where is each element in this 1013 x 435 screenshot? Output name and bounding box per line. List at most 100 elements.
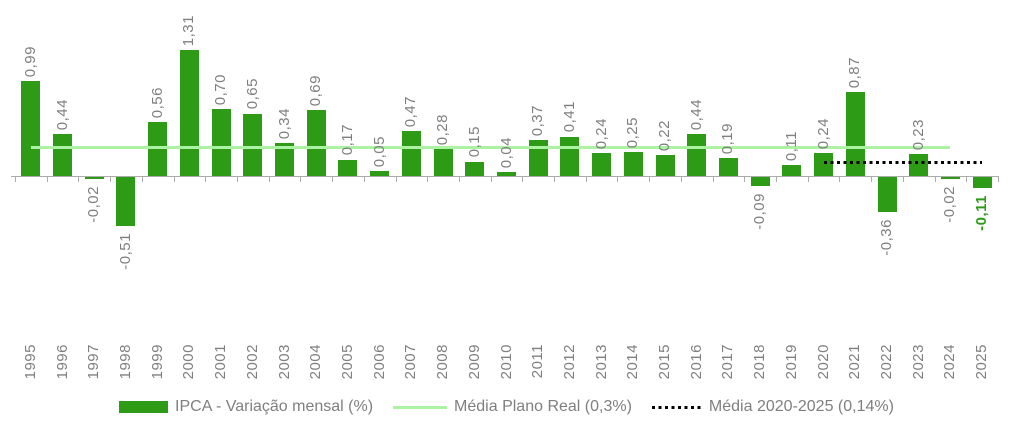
x-tick-label-2001: 2001 [212,344,230,380]
x-tick-label-2021: 2021 [846,344,864,380]
x-tick-label-2005: 2005 [338,344,356,380]
bar-value-label-2021: 0,87 [846,57,864,89]
bar-value-label-2006: 0,05 [370,136,388,168]
bar-value-label-2009: 0,15 [465,126,483,158]
bar-value-label-2000: 1,31 [180,15,198,47]
x-tick-label-2025: 2025 [973,344,991,380]
x-axis-tick [427,176,429,182]
bar-2003 [275,143,295,176]
legend-swatch-line-icon [393,405,448,409]
reference-line-media-2020-2025 [823,161,983,165]
bar-2016 [687,133,707,176]
bar-value-label-2023: 0,23 [909,118,927,150]
x-tick-label-2008: 2008 [434,344,452,380]
bar-value-label-2011: 0,37 [529,105,547,137]
x-axis-tick [78,176,80,182]
bar-2008 [433,149,453,176]
bar-value-label-2024: -0,02 [941,185,959,223]
x-axis-tick [395,176,397,182]
bar-2024 [940,177,960,179]
x-tick-label-2020: 2020 [814,344,832,380]
x-axis-tick [839,176,841,182]
bar-2002 [243,113,263,176]
bar-value-label-1995: 0,99 [21,45,39,77]
bar-2010 [497,172,516,176]
x-axis-line [11,176,999,177]
legend-label-ipca: IPCA - Variação mensal (%) [175,398,374,415]
x-axis-tick [332,176,334,182]
legend-swatch-bar-icon [119,401,169,413]
bar-value-label-2013: 0,24 [592,117,610,149]
x-tick-label-2003: 2003 [275,344,293,380]
x-axis-tick [236,176,238,182]
bar-value-label-2017: 0,19 [719,122,737,154]
x-tick-label-2002: 2002 [243,344,261,380]
legend-swatch-dotted-icon [651,405,702,409]
x-tick-label-1999: 1999 [148,344,166,380]
bar-2020 [814,152,834,176]
bar-value-label-2008: 0,28 [434,113,452,146]
x-tick-label-2011: 2011 [529,344,547,379]
bar-2011 [528,140,548,176]
bar-2006 [370,171,390,176]
x-tick-label-2012: 2012 [560,344,578,380]
x-tick-label-1995: 1995 [21,344,39,380]
bar-2015 [655,154,675,176]
bar-2019 [782,165,802,176]
bar-2014 [623,152,643,176]
x-tick-label-2004: 2004 [307,344,325,380]
x-tick-label-2006: 2006 [370,344,388,380]
bar-value-label-2016: 0,44 [687,98,705,130]
x-tick-label-1998: 1998 [116,344,134,380]
chart-legend: IPCA - Variação mensal (%) Média Plano R… [0,398,1013,416]
x-axis-tick [934,176,936,182]
bar-2001 [211,108,231,176]
x-axis-tick [141,176,143,182]
x-tick-label-2019: 2019 [782,344,800,380]
bar-value-label-2001: 0,70 [212,73,230,105]
bar-2009 [465,161,485,176]
x-tick-label-2016: 2016 [687,344,705,380]
reference-line-plano-real [30,145,951,149]
bar-value-label-2007: 0,47 [402,95,420,127]
bar-2013 [592,152,612,176]
x-tick-label-2009: 2009 [465,344,483,380]
bar-value-label-2003: 0,34 [275,108,293,140]
bar-2000 [179,50,199,176]
x-tick-label-2014: 2014 [624,344,642,380]
x-axis-tick [902,176,904,182]
x-axis-tick [300,176,302,182]
bar-1995 [21,80,41,176]
x-axis-tick [522,176,524,182]
bar-2023 [909,153,929,176]
x-tick-label-2010: 2010 [497,344,515,380]
bar-2012 [560,136,580,176]
bar-1996 [53,133,73,176]
x-axis-tick [46,176,48,182]
x-tick-label-1996: 1996 [53,344,71,380]
x-tick-label-2015: 2015 [656,344,674,380]
x-axis-tick [776,176,778,182]
x-axis-tick [649,176,651,182]
bar-1997 [84,177,104,179]
legend-label-media-plano-real: Média Plano Real (0,3%) [454,398,632,415]
bar-value-label-2014: 0,25 [624,116,642,148]
bar-2017 [718,157,738,176]
bar-value-label-2012: 0,41 [560,101,578,133]
x-tick-label-2017: 2017 [719,344,737,380]
x-axis-tick [712,176,714,182]
x-axis-tick [807,176,809,182]
bar-2025 [972,177,992,188]
bar-value-label-1999: 0,56 [148,87,166,119]
bar-1999 [148,122,168,176]
bar-value-label-2020: 0,24 [814,117,832,149]
bar-value-label-2022: -0,36 [878,218,896,256]
x-tick-label-2023: 2023 [909,344,927,380]
x-axis-tick [871,176,873,182]
x-axis-tick [554,176,556,182]
bar-value-label-1997: -0,02 [85,185,103,223]
legend-item-media-plano-real: Média Plano Real (0,3%) [393,398,632,416]
bar-value-label-2025: -0,11 [973,194,991,231]
